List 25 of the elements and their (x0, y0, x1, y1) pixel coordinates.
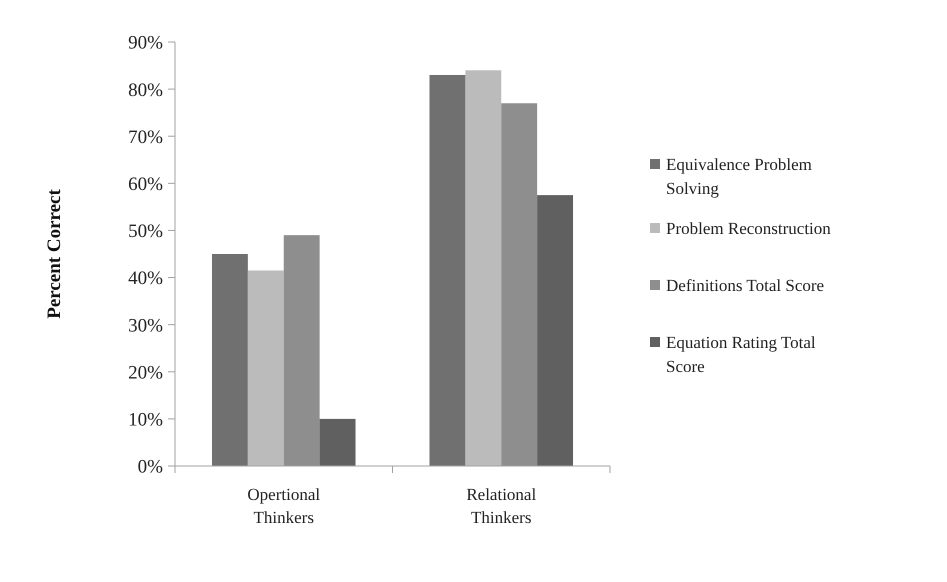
bar (429, 74, 466, 466)
y-axis-title: Percent Correct (44, 188, 65, 319)
legend-label: Problem Reconstruction (666, 219, 832, 238)
bar (465, 70, 502, 466)
y-tick-label: 30% (128, 315, 164, 336)
legend-label: Definitions Total Score (666, 276, 824, 295)
bar (248, 270, 284, 466)
x-tick-label: Opertional Thinkers (247, 485, 320, 527)
bar (537, 195, 574, 466)
y-tick-label: 80% (128, 80, 164, 101)
bar (320, 418, 356, 466)
bar (501, 103, 538, 466)
y-tick-label: 0% (138, 456, 164, 478)
y-tick-label: 60% (128, 174, 164, 195)
y-tick-label: 70% (128, 126, 164, 148)
bar (212, 254, 248, 466)
y-tick-label: 20% (128, 362, 164, 384)
bar (284, 235, 320, 466)
y-tick-label: 10% (128, 410, 164, 431)
y-tick-label: 40% (128, 268, 164, 290)
legend-label: Equivalence Problem Solving (666, 155, 812, 198)
x-tick-label: Relational Thinkers (466, 485, 536, 527)
legend-label: Equation Rating Total Score (666, 333, 816, 376)
y-tick-label: 50% (128, 221, 164, 242)
y-tick-label: 90% (128, 32, 164, 54)
